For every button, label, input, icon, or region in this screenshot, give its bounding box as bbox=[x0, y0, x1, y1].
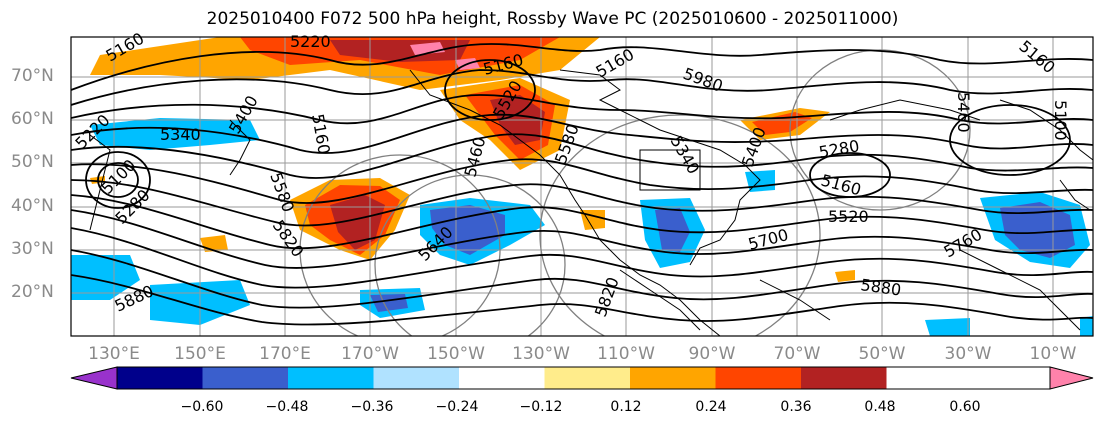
lat-label: 50°N bbox=[11, 152, 54, 172]
colorbar-tick: −0.12 bbox=[519, 399, 563, 415]
lat-label: 40°N bbox=[11, 196, 54, 216]
colorbar-segment bbox=[117, 367, 203, 389]
colorbar-arrow-left bbox=[70, 366, 118, 390]
map-frame bbox=[70, 36, 1094, 337]
lon-label: 170°E bbox=[259, 344, 311, 364]
colorbar-tick: 0.24 bbox=[695, 399, 727, 415]
colorbar-segment bbox=[288, 367, 374, 389]
lat-label: 60°N bbox=[11, 109, 54, 129]
map-title: 2025010400 F072 500 hPa height, Rossby W… bbox=[206, 9, 899, 29]
lon-label: 150°W bbox=[427, 344, 485, 364]
contour-label: 5220 bbox=[290, 32, 331, 51]
lon-label: 10°W bbox=[1029, 344, 1077, 364]
colorbar-segment bbox=[202, 367, 288, 389]
lon-label: 130°E bbox=[88, 344, 140, 364]
colorbar-tick: −0.24 bbox=[435, 399, 479, 415]
colorbar-segment bbox=[630, 367, 716, 389]
colorbar-segment bbox=[373, 367, 459, 389]
colorbar-tick: −0.48 bbox=[265, 399, 309, 415]
colorbar-segment bbox=[801, 367, 887, 389]
lat-label: 70°N bbox=[11, 66, 54, 86]
height-contours bbox=[71, 43, 1093, 326]
colorbar-tick: −0.36 bbox=[350, 399, 394, 415]
contour-label: 5100 bbox=[1051, 100, 1070, 141]
rossby-wave-circles bbox=[299, 49, 971, 336]
colorbar-tick: 0.12 bbox=[610, 399, 642, 415]
colorbar-tick: 0.48 bbox=[864, 399, 896, 415]
colorbar-tick: 0.36 bbox=[780, 399, 812, 415]
lon-label: 70°W bbox=[773, 344, 821, 364]
lon-label: 110°W bbox=[597, 344, 655, 364]
lon-label: 30°W bbox=[944, 344, 992, 364]
colorbar-arrow-right bbox=[1049, 366, 1094, 390]
contour-label: 5520 bbox=[828, 207, 869, 226]
lon-label: 50°W bbox=[858, 344, 906, 364]
contour-label: 5340 bbox=[160, 125, 201, 144]
colorbar-tick: −0.60 bbox=[180, 399, 224, 415]
lon-label: 170°W bbox=[341, 344, 399, 364]
colorbar-segment bbox=[544, 367, 630, 389]
colorbar-segment bbox=[715, 367, 801, 389]
colorbar-segment bbox=[459, 367, 545, 389]
contour-label: 5460 bbox=[954, 92, 973, 133]
lon-label: 130°W bbox=[512, 344, 570, 364]
lat-label: 30°N bbox=[11, 239, 54, 259]
lat-label: 20°N bbox=[11, 282, 54, 302]
colorbar-tick: 0.60 bbox=[949, 399, 981, 415]
lon-label: 90°W bbox=[688, 344, 736, 364]
colorbar-frame bbox=[116, 366, 1051, 390]
lon-label: 150°E bbox=[174, 344, 226, 364]
